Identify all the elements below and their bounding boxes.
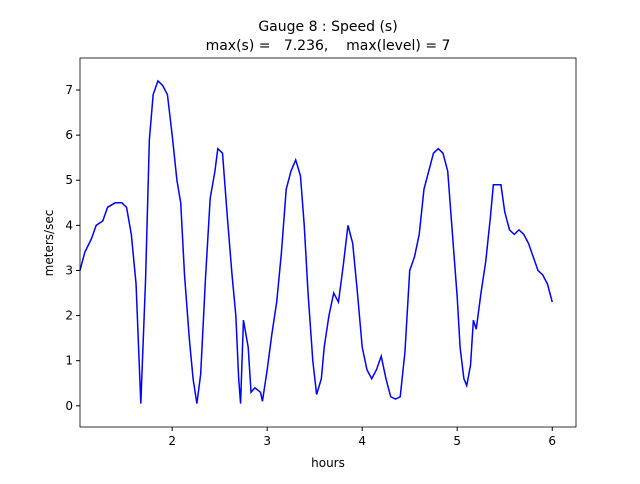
x-tick-label: 4 (358, 434, 366, 448)
x-tick-label: 2 (168, 434, 176, 448)
x-tick-label: 3 (263, 434, 271, 448)
x-tick-label: 6 (548, 434, 556, 448)
y-tick-label: 7 (65, 83, 73, 97)
x-axis-label: hours (311, 456, 345, 470)
y-tick-label: 2 (65, 309, 73, 323)
y-tick-label: 3 (65, 263, 73, 277)
chart-subtitle: max(s) = 7.236, max(level) = 7 (206, 38, 451, 54)
chart-title: Gauge 8 : Speed (s) (258, 19, 397, 35)
y-tick-label: 6 (65, 128, 73, 142)
plot-frame (79, 57, 577, 428)
y-tick-label: 5 (65, 173, 73, 187)
y-tick-label: 4 (65, 218, 73, 232)
y-axis-label: meters/sec (42, 210, 56, 277)
y-tick-label: 0 (65, 399, 73, 413)
y-tick-label: 1 (65, 354, 73, 368)
data-line (79, 79, 553, 404)
x-tick-label: 5 (453, 434, 461, 448)
